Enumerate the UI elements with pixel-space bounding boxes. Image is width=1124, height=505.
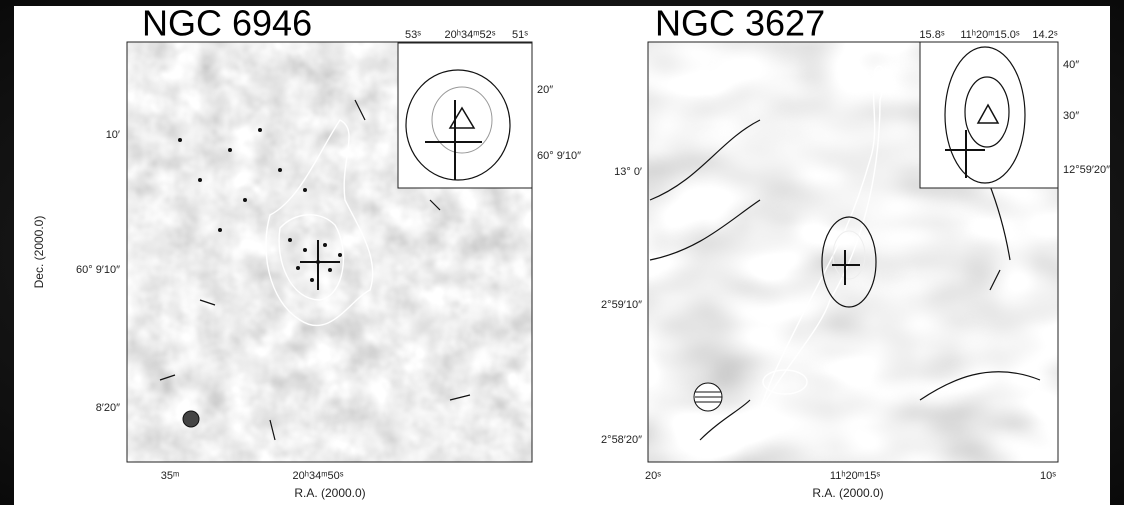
y-tick-label: 60° 9′10″ [76, 264, 120, 276]
inset-tick-label: 51ˢ [512, 29, 528, 41]
y-tick-label: 10′ [106, 129, 120, 141]
inset-tick-label: 15.8ˢ [919, 29, 944, 41]
x-tick-label: 35ᵐ [161, 470, 180, 482]
inset-tick-label: 40″ [1063, 59, 1079, 71]
inset-tick-label: 12°59′20″ [1063, 164, 1110, 176]
inset-tick-label: 53ˢ [405, 29, 421, 41]
y-tick-label: 8′20″ [96, 402, 120, 414]
panel-title: NGC 3627 [655, 3, 825, 44]
x-axis-label: R.A. (2000.0) [294, 486, 365, 500]
x-tick-label: 10ˢ [1040, 470, 1056, 482]
x-tick-label: 11ʰ20ᵐ15ˢ [830, 470, 880, 482]
x-tick-label: 20ʰ34ᵐ50ˢ [293, 470, 344, 482]
inset-tick-label: 30″ [1063, 110, 1079, 122]
inset [920, 42, 1058, 188]
panel-right [648, 42, 1058, 462]
panel-left [127, 42, 532, 462]
panel-title: NGC 6946 [142, 3, 312, 44]
figure: NGC 6946 R.A. (2000.0) Dec. (2000.0) 35ᵐ… [0, 0, 1124, 505]
inset [398, 43, 532, 188]
inset-tick-label: 60° 9′10″ [537, 150, 581, 162]
inset-tick-label: 20″ [537, 84, 553, 96]
inset-tick-label: 20ʰ34ᵐ52ˢ [445, 29, 496, 41]
y-tick-label: 2°58′20″ [601, 434, 642, 446]
y-axis-label: Dec. (2000.0) [32, 216, 46, 289]
y-tick-label: 2°59′10″ [601, 299, 642, 311]
x-axis-label: R.A. (2000.0) [812, 486, 883, 500]
page: {"panels": [ {"title": "NGC 6946", "x_la… [0, 0, 1124, 505]
y-tick-label: 13° 0′ [614, 166, 642, 178]
inset-tick-label: 14.2ˢ [1032, 29, 1057, 41]
inset-tick-label: 11ʰ20ᵐ15.0ˢ [960, 29, 1020, 41]
x-tick-label: 20ˢ [645, 470, 661, 482]
beam [183, 411, 199, 427]
